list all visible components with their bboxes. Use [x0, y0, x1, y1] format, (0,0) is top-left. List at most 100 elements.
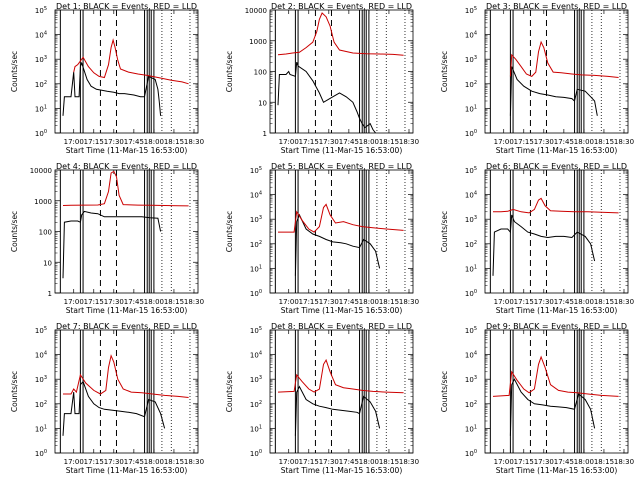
y-tick-label: 105 — [35, 326, 47, 335]
plot-frame — [269, 169, 414, 294]
y-tick-label: 103 — [465, 215, 477, 224]
y-axis-label: Counts/sec — [440, 51, 449, 92]
y-tick-label: 100 — [39, 229, 52, 237]
y-tick-label: 101 — [465, 264, 477, 273]
plot-frame — [484, 329, 629, 454]
y-tick-label: 102 — [465, 240, 477, 249]
events-series-line — [294, 213, 381, 276]
y-tick-label: 104 — [465, 31, 477, 40]
x-tick-label: 18:00 — [144, 298, 164, 306]
x-tick-label: 17:15 — [84, 298, 104, 306]
y-axis-label: Counts/sec — [225, 51, 234, 92]
events-series-line — [509, 66, 598, 116]
x-axis-label: Start Time (11-Mar-15 16:53:00) — [281, 306, 403, 315]
x-tick-label: 17:15 — [299, 298, 319, 306]
panel-title: Det 8: BLACK = Events, RED = LLD — [271, 322, 412, 331]
y-tick-label: 100 — [250, 449, 262, 458]
y-tick-label: 102 — [35, 400, 47, 409]
x-tick-label: 18:30 — [184, 138, 204, 146]
x-tick-label: 18:30 — [614, 138, 634, 146]
x-tick-label: 17:45 — [554, 298, 574, 306]
x-tick-label: 17:00 — [279, 458, 299, 466]
y-tick-label: 105 — [465, 6, 477, 15]
x-tick-label: 17:15 — [514, 458, 534, 466]
x-tick-label: 18:15 — [164, 458, 184, 466]
x-tick-label: 17:15 — [514, 138, 534, 146]
x-tick-label: 18:00 — [144, 138, 164, 146]
x-tick-label: 17:45 — [554, 458, 574, 466]
x-tick-label: 18:15 — [379, 298, 399, 306]
x-tick-label: 17:45 — [339, 138, 359, 146]
x-tick-label: 18:15 — [379, 138, 399, 146]
x-tick-label: 17:45 — [339, 458, 359, 466]
plot-frame — [54, 9, 199, 134]
y-tick-label: 10 — [258, 99, 267, 107]
x-tick-label: 17:45 — [124, 298, 144, 306]
y-tick-label: 100 — [35, 129, 47, 138]
y-tick-label: 1 — [48, 290, 52, 298]
y-tick-label: 100 — [465, 449, 477, 458]
lld-series-line — [62, 170, 189, 207]
x-tick-label: 17:00 — [494, 298, 514, 306]
y-tick-label: 102 — [250, 400, 262, 409]
y-axis-label: Counts/sec — [10, 371, 19, 412]
y-tick-label: 100 — [254, 69, 267, 77]
x-tick-label: 18:00 — [359, 298, 379, 306]
x-tick-label: 17:30 — [319, 458, 339, 466]
x-tick-label: 17:15 — [84, 138, 104, 146]
y-tick-label: 101 — [35, 424, 47, 433]
x-tick-label: 18:30 — [614, 298, 634, 306]
y-tick-label: 103 — [35, 55, 47, 64]
y-tick-label: 102 — [465, 80, 477, 89]
plot-frame — [54, 169, 199, 294]
lld-series-line — [277, 12, 404, 56]
y-axis-label: Counts/sec — [10, 211, 19, 252]
x-tick-label: 18:30 — [399, 458, 419, 466]
x-axis-label: Start Time (11-Mar-15 16:53:00) — [66, 466, 188, 475]
y-tick-label: 1 — [263, 130, 267, 138]
y-tick-label: 105 — [465, 326, 477, 335]
x-tick-label: 18:30 — [399, 138, 419, 146]
y-tick-label: 100 — [35, 449, 47, 458]
x-tick-label: 17:45 — [339, 298, 359, 306]
x-tick-label: 17:30 — [534, 138, 554, 146]
x-tick-label: 17:00 — [494, 458, 514, 466]
lld-series-line — [63, 354, 189, 398]
x-tick-label: 18:00 — [144, 458, 164, 466]
panel-title: Det 6: BLACK = Events, RED = LLD — [486, 162, 627, 171]
x-tick-label: 18:00 — [574, 298, 594, 306]
y-tick-label: 10000 — [30, 167, 52, 175]
events-series-line — [277, 62, 376, 133]
y-tick-label: 101 — [250, 424, 262, 433]
x-tick-label: 17:30 — [534, 298, 554, 306]
x-tick-label: 18:30 — [184, 298, 204, 306]
x-tick-label: 18:15 — [594, 138, 614, 146]
x-tick-label: 18:15 — [594, 458, 614, 466]
x-tick-label: 17:30 — [104, 138, 124, 146]
x-tick-label: 18:30 — [614, 458, 634, 466]
y-axis-label: Counts/sec — [225, 211, 234, 252]
x-tick-label: 17:00 — [64, 138, 84, 146]
x-tick-label: 17:30 — [104, 458, 124, 466]
y-tick-label: 104 — [465, 191, 477, 200]
y-tick-label: 105 — [250, 166, 262, 175]
lld-series-line — [493, 197, 619, 214]
panel-det-8: Det 8: BLACK = Events, RED = LLD 17:00 17:… — [225, 322, 419, 475]
x-axis-label: Start Time (11-Mar-15 16:53:00) — [496, 466, 618, 475]
panel-title: Det 1: BLACK = Events, RED = LLD — [56, 2, 197, 11]
y-tick-label: 100 — [465, 289, 477, 298]
x-tick-label: 18:00 — [359, 138, 379, 146]
plot-frame — [484, 9, 629, 134]
events-series-line — [492, 214, 596, 276]
y-tick-label: 101 — [465, 104, 477, 113]
x-tick-label: 17:00 — [279, 138, 299, 146]
y-tick-label: 104 — [465, 351, 477, 360]
y-tick-label: 104 — [35, 31, 47, 40]
lld-series-line — [278, 203, 404, 233]
x-tick-label: 17:00 — [494, 138, 514, 146]
y-tick-label: 104 — [250, 351, 262, 360]
